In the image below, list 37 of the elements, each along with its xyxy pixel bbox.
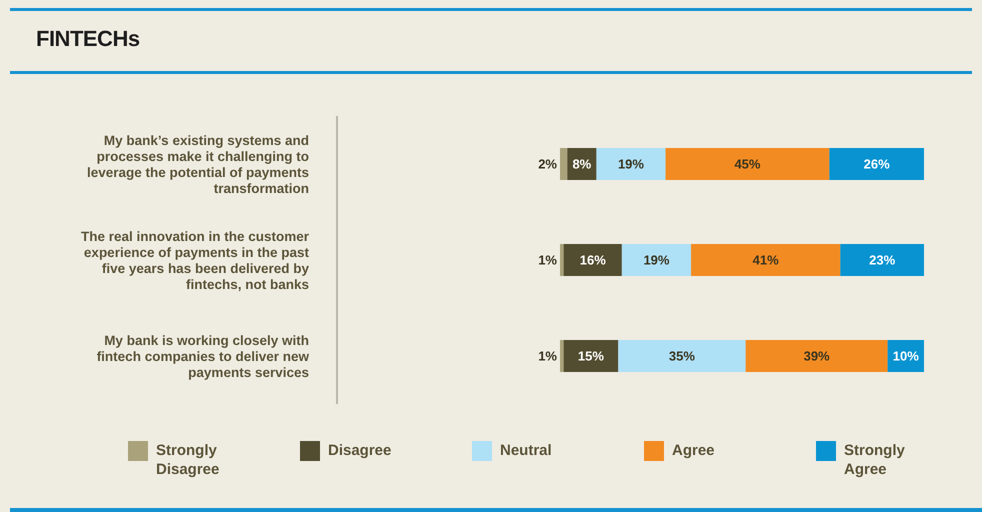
- bar: [560, 148, 568, 180]
- data-label: 15%: [578, 348, 604, 364]
- y-tick-label: My bank is working closely with fintech companies to deliver new payments services: [96, 332, 310, 380]
- data-label: 19%: [618, 156, 644, 172]
- bar: [560, 340, 564, 372]
- data-label: 23%: [869, 252, 896, 268]
- data-label: 8%: [572, 156, 592, 172]
- data-label: 39%: [804, 348, 830, 364]
- legend-label: Neutral: [500, 441, 553, 460]
- bar: [564, 340, 618, 372]
- data-label: 10%: [892, 348, 920, 364]
- data-label: 26%: [864, 156, 890, 172]
- bar: [596, 148, 666, 180]
- legend-label: Disagree: [328, 441, 392, 460]
- data-label: 45%: [734, 156, 761, 172]
- bar: [560, 244, 564, 276]
- data-label: 2%: [538, 156, 558, 172]
- bar: [622, 244, 692, 276]
- text: FINTECHs: [36, 26, 140, 52]
- bar: [691, 244, 840, 276]
- bar: [746, 340, 888, 372]
- bar: [840, 244, 924, 276]
- bar: [666, 148, 830, 180]
- bar: [564, 244, 622, 276]
- legend-label: Strongly Disagree: [156, 441, 220, 479]
- y-tick-label: The real innovation in the customer experience of payments in the past five years has been delivered by fintechs, not banks: [80, 228, 310, 292]
- data-label: 19%: [643, 252, 670, 268]
- data-label: 1%: [538, 252, 558, 268]
- data-label: 41%: [752, 252, 780, 268]
- data-label: 16%: [580, 252, 606, 268]
- bar: [829, 148, 924, 180]
- legend-label: Agree: [672, 441, 716, 460]
- data-label: 35%: [668, 348, 696, 364]
- legend-label: Strongly Agree: [844, 441, 906, 479]
- data-label: 1%: [538, 348, 558, 364]
- bar: [618, 340, 746, 372]
- y-tick-label: My bank’s existing systems and processes make it challenging to leverage the potential of payments transformation: [86, 132, 309, 196]
